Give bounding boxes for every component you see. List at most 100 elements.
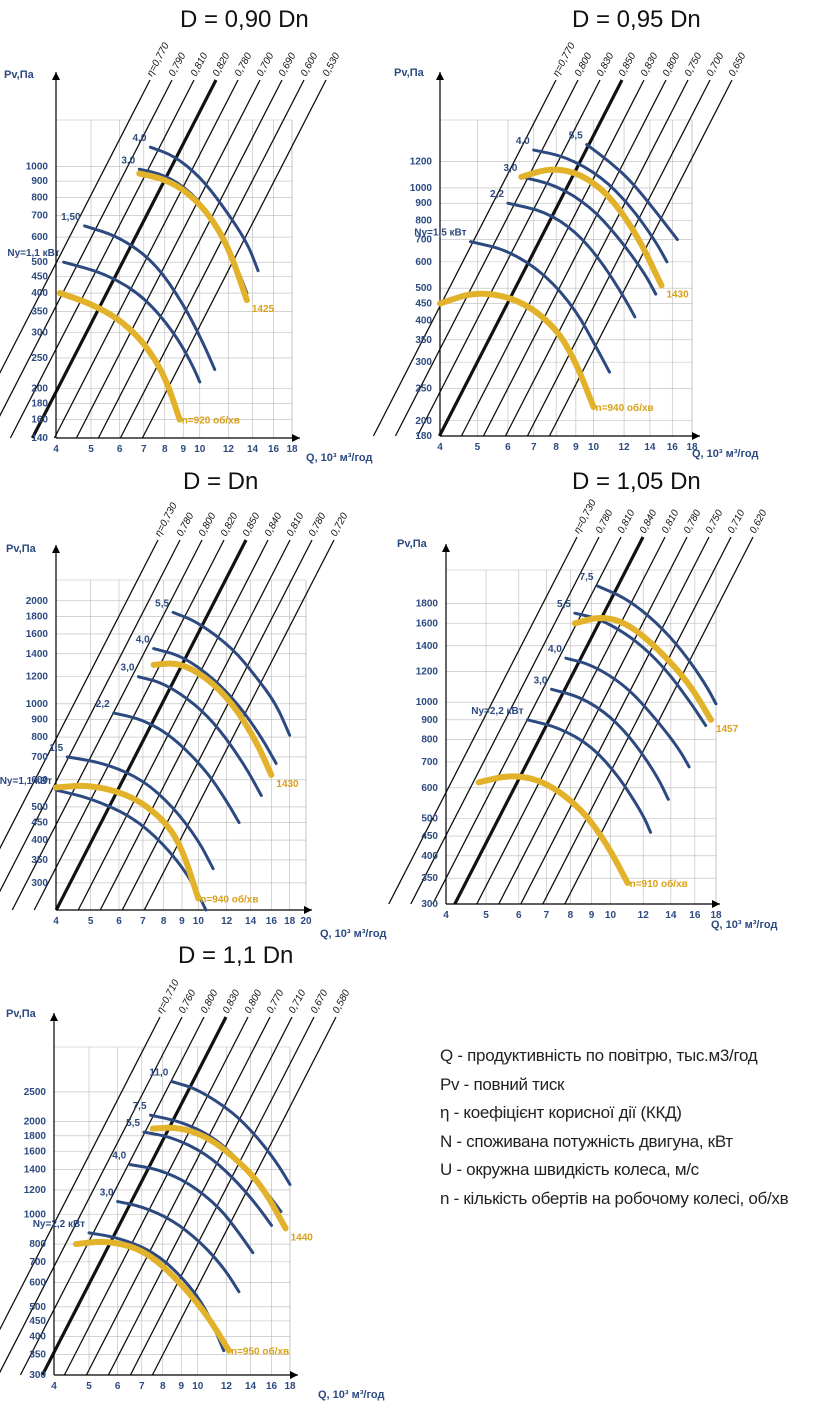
efficiency-line <box>460 79 645 437</box>
y-tick-label: 700 <box>31 211 48 222</box>
efficiency-line <box>0 79 151 374</box>
efficiency-label: 0,790 <box>167 51 189 79</box>
y-tick-label: 400 <box>31 835 48 846</box>
x-tick-label: 8 <box>160 1381 166 1392</box>
efficiency-label: 0,580 <box>331 988 353 1016</box>
power-curve <box>506 201 637 319</box>
efficiency-label: 0,800 <box>243 988 265 1016</box>
efficiency-line <box>416 79 601 437</box>
rpm-curve <box>56 290 183 423</box>
axes: 4 5 6 7 8 9 10 12 14 16 18 300 350 400 450 500 600 700 800… <box>397 538 777 931</box>
efficiency-line <box>372 79 557 437</box>
series-label: 1430 <box>276 779 299 790</box>
power-curve <box>148 145 260 273</box>
y-tick-label: 300 <box>31 328 48 339</box>
efficiency-label: 0,820 <box>211 51 233 79</box>
x-axis-label: Q, 10³ м³/год <box>306 452 372 464</box>
efficiency-label: 0,770 <box>265 988 287 1016</box>
y-tick-label: 450 <box>31 818 48 829</box>
x-tick-label: 18 <box>284 1381 296 1392</box>
y-tick-label: 1000 <box>24 1209 47 1220</box>
power-curve <box>62 260 202 384</box>
y-tick-label: 2000 <box>24 1117 47 1128</box>
power-curve <box>137 167 249 295</box>
efficiency-line <box>476 536 666 905</box>
x-tick-label: 6 <box>117 444 123 455</box>
rpm-curve <box>136 170 250 304</box>
y-tick-label: 1000 <box>26 161 49 172</box>
y-tick-label: 800 <box>31 192 48 203</box>
rpm-curve <box>571 615 714 723</box>
x-axis-arrow <box>692 432 700 440</box>
efficiency-line <box>33 539 225 911</box>
series-label: 5,5 <box>569 131 583 142</box>
efficiency-line <box>564 536 754 905</box>
y-axis-arrow <box>50 1013 58 1021</box>
x-axis-label: Q, 10³ м³/год <box>318 1389 384 1401</box>
x-tick-label: 7 <box>531 442 537 453</box>
x-tick-label: 5 <box>88 444 94 455</box>
series-label: 4,0 <box>548 644 562 655</box>
efficiency-line <box>394 79 579 437</box>
legend-item-eta: η - коефіцієнт корисної дії (ККД) <box>440 1103 682 1123</box>
power-curve <box>54 788 208 912</box>
y-tick-label: 800 <box>31 732 48 743</box>
x-tick-label: 14 <box>665 910 677 921</box>
y-tick-label: 400 <box>31 288 48 299</box>
efficiency-label: 0,810 <box>616 508 638 536</box>
efficiency-label: 0,810 <box>660 508 682 536</box>
efficiency-line <box>0 1016 183 1374</box>
efficiency-line <box>482 79 667 437</box>
y-tick-label: 250 <box>31 353 48 364</box>
power-curve <box>532 148 669 264</box>
x-tick-label: 10 <box>194 444 206 455</box>
power-curve <box>152 647 278 765</box>
x-tick-label: 6 <box>516 910 522 921</box>
efficiency-line <box>85 1016 271 1376</box>
series-label: n=940 об/хв <box>200 894 258 906</box>
series-label: 4,0 <box>136 635 150 646</box>
efficiency-label: 0,830 <box>595 51 617 79</box>
y-axis-arrow <box>442 544 450 552</box>
y-tick-label: 180 <box>415 431 432 442</box>
y-tick-label: 500 <box>29 1302 46 1313</box>
rpm-curve <box>72 1238 232 1354</box>
efficiency-label: 0,800 <box>661 51 683 79</box>
y-tick-label: 250 <box>415 383 432 394</box>
y-tick-label: 700 <box>415 235 432 246</box>
y-tick-label: 600 <box>29 1277 46 1288</box>
y-tick-label: 300 <box>31 878 48 889</box>
x-tick-label: 18 <box>286 444 298 455</box>
y-axis-label: Pv,Па <box>6 543 37 555</box>
efficiency-label: 0,710 <box>287 988 309 1016</box>
y-tick-label: 500 <box>421 813 438 824</box>
efficiency-line <box>75 79 261 439</box>
y-tick-label: 600 <box>415 257 432 268</box>
efficiency-line <box>0 539 181 893</box>
efficiency-label: 0,530 <box>321 51 343 79</box>
efficiency-label: 0,780 <box>175 511 197 539</box>
efficiency-label: 0,760 <box>177 988 199 1016</box>
efficiency-line <box>119 79 305 439</box>
x-tick-label: 4 <box>53 444 59 455</box>
efficiency-line <box>542 536 732 905</box>
curves: Ny=1,1 кВт 1,50 3,0 4,0 n=920 об/хв 1425 <box>7 133 274 426</box>
efficiency-label: 0,750 <box>704 508 726 536</box>
efficiency-label: 0,780 <box>594 508 616 536</box>
efficiency-line <box>453 536 645 905</box>
efficiency-label: 0,700 <box>255 51 277 79</box>
power-curve <box>469 240 611 374</box>
chart-title-105: D = 1,05 Dn <box>572 468 701 495</box>
axes: 4 5 6 7 8 9 10 12 14 16 18 300 350 400 450 500 600 700 800… <box>6 1008 384 1401</box>
series-label: Ny=2,2 кВт <box>471 706 523 717</box>
series-label: 2,2 <box>96 699 110 710</box>
efficiency-line <box>19 1016 205 1376</box>
legend-item-u: U - окружна швидкість колеса, м/с <box>440 1160 699 1180</box>
x-tick-label: 16 <box>268 444 280 455</box>
x-tick-label: 18 <box>686 442 698 453</box>
efficiency-label: 0,840 <box>263 511 285 539</box>
series-label: 5,5 <box>557 599 571 610</box>
efficiency-line <box>30 79 218 439</box>
